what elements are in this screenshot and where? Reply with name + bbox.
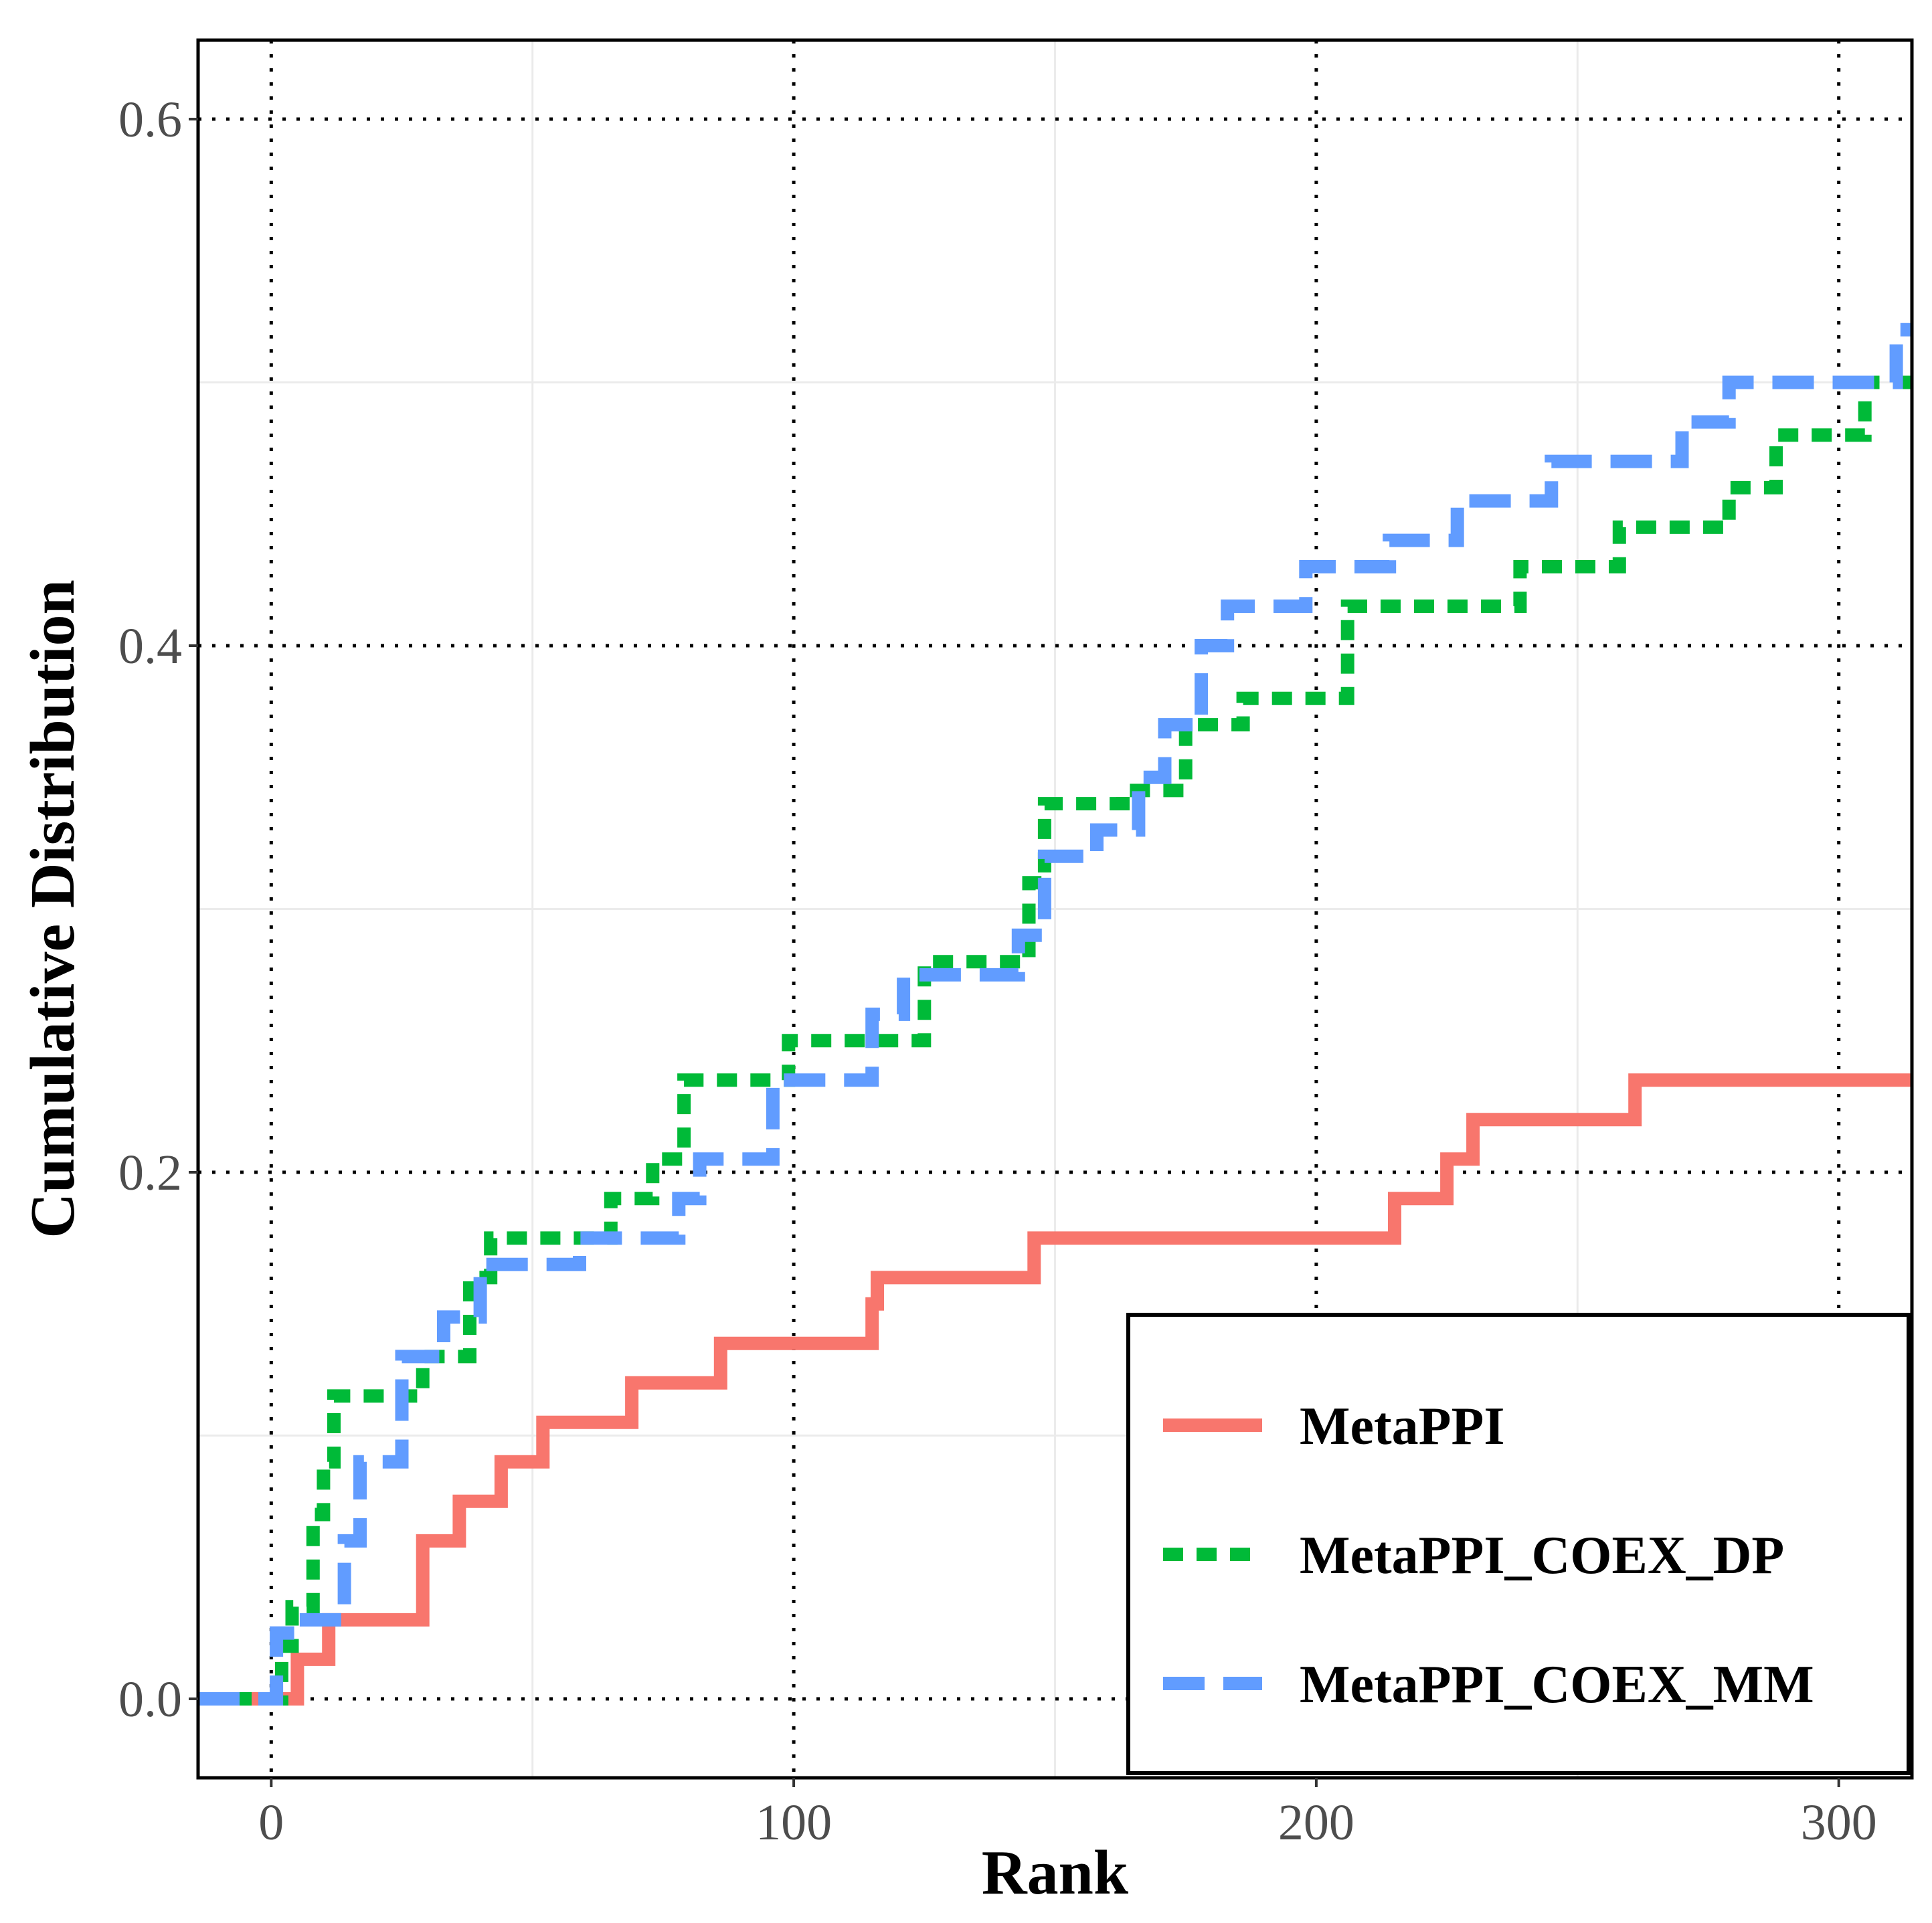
x-tick-label: 100: [756, 1795, 832, 1851]
plot-panel-border: [196, 38, 1914, 1780]
series-layer: [198, 323, 1912, 1706]
x-axis-ticks: 0 100 200 300: [258, 1778, 1877, 1851]
series-line-metappi-coex-dp: [198, 375, 1912, 1706]
legend-label: MetaPPI: [1300, 1397, 1505, 1456]
series-line-metappi-coex-mm: [198, 323, 1912, 1706]
x-axis-title: Rank: [982, 1838, 1129, 1908]
legend-label: MetaPPI_COEX_MM: [1300, 1655, 1814, 1714]
legend: MetaPPI MetaPPI_COEX_DP MetaPPI_COEX_MM: [1126, 1313, 1911, 1775]
y-tick-label: 0.4: [118, 618, 182, 674]
y-axis-ticks: 0.0 0.2 0.4 0.6: [118, 92, 198, 1728]
x-tick-label: 0: [258, 1795, 284, 1851]
legend-box: [1126, 1313, 1911, 1775]
legend-label: MetaPPI_COEX_DP: [1300, 1526, 1784, 1585]
series-line-metappi: [198, 1073, 1912, 1706]
y-tick-label: 0.6: [118, 92, 182, 148]
y-tick-label: 0.2: [118, 1145, 182, 1201]
minor-grid: [198, 40, 1912, 1778]
x-tick-label: 200: [1278, 1795, 1354, 1851]
x-tick-label: 300: [1801, 1795, 1877, 1851]
y-axis-title: Cumulative Distribution: [18, 579, 88, 1238]
y-tick-label: 0.0: [118, 1671, 182, 1728]
